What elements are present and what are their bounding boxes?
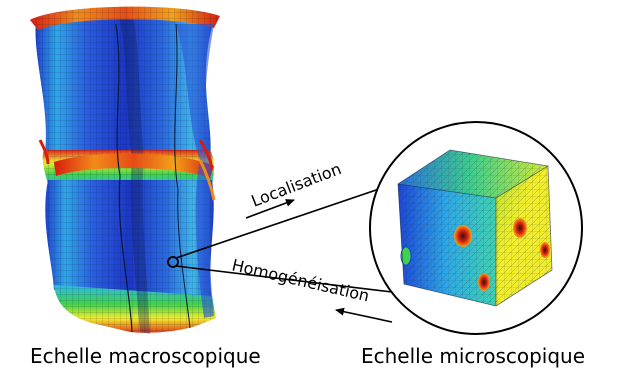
- homogeneisation-label: Homogénéisation: [230, 255, 371, 305]
- void-left-edge: [400, 246, 412, 266]
- localisation-arrow: [245, 199, 295, 219]
- macro-mid-ring: [54, 153, 214, 178]
- homogeneisation-arrow: [335, 307, 393, 323]
- void-right-top: [513, 218, 527, 238]
- macro-structure: [30, 6, 220, 334]
- micro-cube: [396, 149, 553, 307]
- macro-scale-caption: Echelle macroscopique: [30, 344, 261, 368]
- void-right-edge: [540, 242, 550, 258]
- zoom-line-lower: [175, 265, 393, 293]
- localisation-label: Localisation: [249, 159, 344, 211]
- micro-scale-caption: Echelle microscopique: [361, 344, 586, 368]
- zoom-line-upper: [175, 187, 383, 259]
- void-bottom: [478, 273, 490, 291]
- material-point-marker: [167, 256, 179, 268]
- void-left-top: [454, 225, 472, 247]
